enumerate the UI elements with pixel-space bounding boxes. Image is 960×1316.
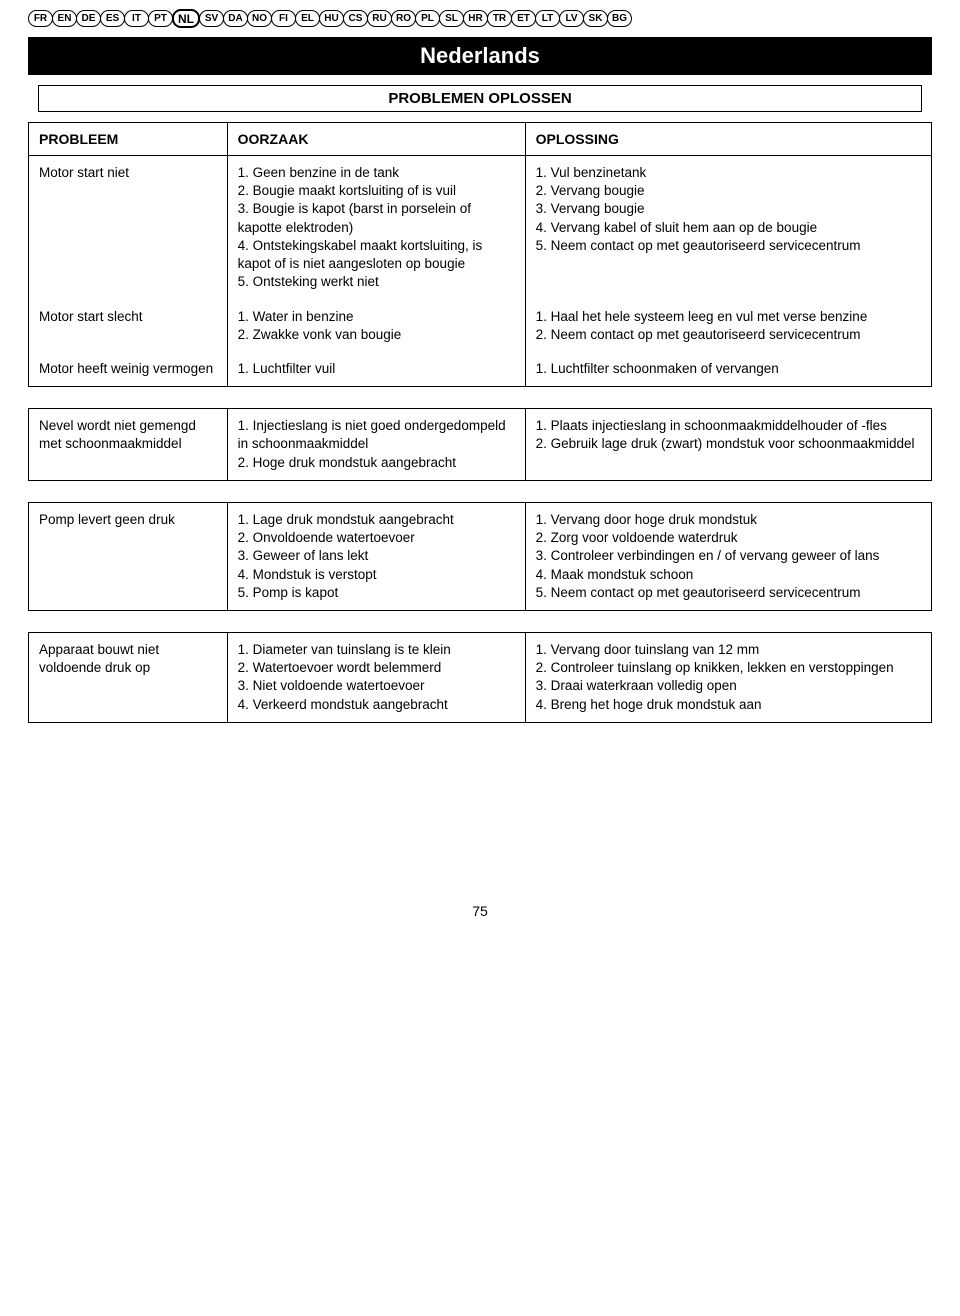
- table-row: Motor start slecht1. Water in benzine 2.…: [29, 300, 932, 352]
- table-row: Apparaat bouwt niet voldoende druk op1. …: [29, 632, 932, 722]
- col-header-solution: OPLOSSING: [525, 123, 931, 156]
- lang-pill-sk[interactable]: SK: [583, 10, 608, 27]
- table-row: Pomp levert geen druk1. Lage druk mondst…: [29, 502, 932, 610]
- lang-pill-et[interactable]: ET: [511, 10, 536, 27]
- lang-pill-no[interactable]: NO: [247, 10, 272, 27]
- cell-cause: 1. Injectieslang is niet goed ondergedom…: [227, 409, 525, 481]
- cell-problem: Apparaat bouwt niet voldoende druk op: [29, 632, 228, 722]
- cell-problem: Nevel wordt niet gemengd met schoonmaakm…: [29, 409, 228, 481]
- lang-pill-sv[interactable]: SV: [199, 10, 224, 27]
- col-header-cause: OORZAAK: [227, 123, 525, 156]
- lang-pill-pt[interactable]: PT: [148, 10, 173, 27]
- cell-cause: 1. Diameter van tuinslang is te klein 2.…: [227, 632, 525, 722]
- lang-pill-sl[interactable]: SL: [439, 10, 464, 27]
- lang-pill-lt[interactable]: LT: [535, 10, 560, 27]
- lang-pill-fi[interactable]: FI: [271, 10, 296, 27]
- language-bar: FRENDEESITPTNLSVDANOFIELHUCSRUROPLSLHRTR…: [28, 10, 932, 29]
- lang-pill-pl[interactable]: PL: [415, 10, 440, 27]
- page-title-bar: Nederlands: [28, 37, 932, 75]
- cell-cause: 1. Luchtfilter vuil: [227, 352, 525, 387]
- lang-pill-nl[interactable]: NL: [172, 9, 200, 28]
- section-subtitle: PROBLEMEN OPLOSSEN: [38, 85, 922, 112]
- cell-solution: 1. Plaats injectieslang in schoonmaakmid…: [525, 409, 931, 481]
- cell-problem: Motor start niet: [29, 156, 228, 300]
- cell-solution: 1. Luchtfilter schoonmaken of vervangen: [525, 352, 931, 387]
- lang-pill-de[interactable]: DE: [76, 10, 101, 27]
- table-row: Motor heeft weinig vermogen1. Luchtfilte…: [29, 352, 932, 387]
- lang-pill-lv[interactable]: LV: [559, 10, 584, 27]
- cell-solution: 1. Haal het hele systeem leeg en vul met…: [525, 300, 931, 352]
- page-number: 75: [28, 903, 932, 919]
- lang-pill-es[interactable]: ES: [100, 10, 125, 27]
- cell-solution: 1. Vul benzinetank 2. Vervang bougie 3. …: [525, 156, 931, 300]
- cell-problem: Motor heeft weinig vermogen: [29, 352, 228, 387]
- table-gap: [29, 610, 932, 632]
- lang-pill-ru[interactable]: RU: [367, 10, 392, 27]
- table-row: Nevel wordt niet gemengd met schoonmaakm…: [29, 409, 932, 481]
- lang-pill-cs[interactable]: CS: [343, 10, 368, 27]
- lang-pill-it[interactable]: IT: [124, 10, 149, 27]
- cell-problem: Motor start slecht: [29, 300, 228, 352]
- cell-cause: 1. Geen benzine in de tank 2. Bougie maa…: [227, 156, 525, 300]
- lang-pill-en[interactable]: EN: [52, 10, 77, 27]
- lang-pill-el[interactable]: EL: [295, 10, 320, 27]
- troubleshoot-table: PROBLEEM OORZAAK OPLOSSING Motor start n…: [28, 122, 932, 723]
- cell-cause: 1. Lage druk mondstuk aangebracht 2. Onv…: [227, 502, 525, 610]
- lang-pill-tr[interactable]: TR: [487, 10, 512, 27]
- lang-pill-hr[interactable]: HR: [463, 10, 488, 27]
- col-header-problem: PROBLEEM: [29, 123, 228, 156]
- table-gap: [29, 480, 932, 502]
- cell-solution: 1. Vervang door tuinslang van 12 mm 2. C…: [525, 632, 931, 722]
- lang-pill-da[interactable]: DA: [223, 10, 248, 27]
- lang-pill-hu[interactable]: HU: [319, 10, 344, 27]
- cell-cause: 1. Water in benzine 2. Zwakke vonk van b…: [227, 300, 525, 352]
- lang-pill-bg[interactable]: BG: [607, 10, 632, 27]
- table-row: Motor start niet1. Geen benzine in de ta…: [29, 156, 932, 300]
- table-gap: [29, 387, 932, 409]
- cell-problem: Pomp levert geen druk: [29, 502, 228, 610]
- lang-pill-ro[interactable]: RO: [391, 10, 416, 27]
- cell-solution: 1. Vervang door hoge druk mondstuk 2. Zo…: [525, 502, 931, 610]
- lang-pill-fr[interactable]: FR: [28, 10, 53, 27]
